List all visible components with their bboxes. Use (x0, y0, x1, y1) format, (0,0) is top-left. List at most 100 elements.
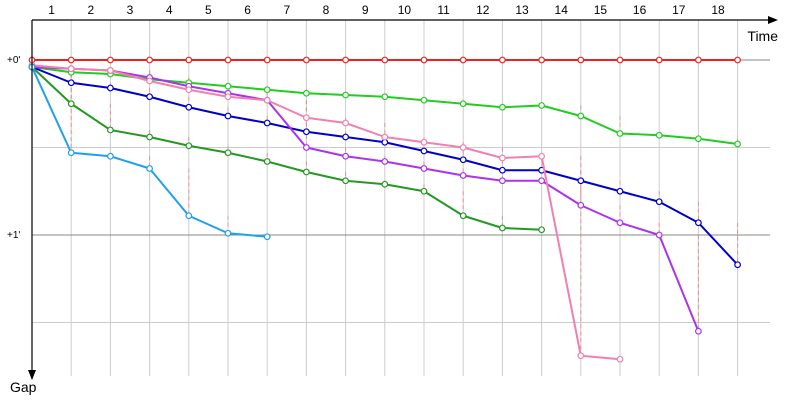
series-point (459, 212, 467, 220)
x-tick-label: 14 (555, 3, 569, 17)
series-line (31, 66, 700, 332)
series-point (459, 56, 467, 64)
series-point (459, 172, 467, 179)
series-point (106, 152, 114, 160)
y-tick-label: +1' (7, 230, 20, 241)
y-tick-label: +0' (7, 55, 20, 66)
series-point (106, 84, 114, 92)
series-point (185, 103, 193, 111)
series-point (577, 112, 585, 120)
series-point (263, 158, 271, 165)
series-point (342, 177, 350, 185)
series-lines (28, 56, 741, 363)
series-point (695, 219, 702, 227)
series-point (342, 91, 350, 99)
series-point (734, 261, 741, 269)
series-point (185, 56, 193, 64)
x-tick-label: 7 (283, 3, 290, 17)
series-point (420, 96, 428, 104)
series-point (342, 56, 350, 64)
series-point (459, 144, 467, 151)
series-point (67, 56, 75, 64)
series-point (459, 156, 467, 164)
series-point (303, 128, 310, 136)
series-point (695, 327, 702, 335)
series-point (263, 233, 271, 241)
x-tick-label: 13 (515, 3, 529, 17)
x-tick-label: 18 (711, 3, 725, 17)
x-tick-label: 15 (594, 3, 608, 17)
series-point (381, 133, 389, 141)
series-point (538, 102, 545, 109)
series-point (263, 56, 271, 64)
series-point (224, 229, 232, 237)
series-line (31, 66, 542, 231)
series-point (146, 77, 154, 85)
y-axis-label: Gap (10, 379, 37, 395)
series-point (655, 131, 663, 139)
series-point (67, 79, 75, 87)
series-point (67, 100, 75, 108)
x-tick-label: 9 (362, 3, 369, 17)
series-point (106, 56, 114, 64)
series-point (734, 140, 741, 148)
series-point (224, 56, 232, 64)
series-point (655, 198, 663, 206)
series-point (734, 56, 741, 64)
series-point (459, 100, 467, 108)
series-point (499, 103, 506, 111)
series-point (381, 93, 389, 101)
x-axis-label: Time (747, 28, 778, 44)
series-point (499, 177, 506, 185)
series-point (263, 119, 271, 127)
tick-labels: 1 2 3 4 5 6 7 8 9 10 11 12 13 14 15 16 17 18+0'+1' (7, 3, 725, 241)
series-point (616, 56, 624, 64)
series-point (146, 93, 154, 101)
x-tick-label: 3 (127, 3, 134, 17)
series-point (616, 355, 624, 363)
x-tick-label: 4 (166, 3, 173, 17)
x-tick-label: 12 (476, 3, 490, 17)
x-tick-label: 1 (48, 3, 55, 17)
series-point (420, 147, 428, 155)
series-point (67, 149, 75, 157)
series-point (224, 82, 232, 90)
series-point (303, 56, 310, 64)
axes: Time Gap (10, 16, 778, 395)
series-point (616, 130, 624, 137)
series-point (655, 56, 663, 64)
series-point (420, 138, 428, 146)
series-point (263, 86, 271, 94)
series-point (420, 56, 428, 64)
series-point (342, 152, 350, 160)
x-tick-label: 11 (437, 3, 450, 17)
series-point (577, 177, 585, 185)
x-tick-label: 5 (205, 3, 212, 17)
y-axis-arrow (28, 370, 36, 380)
x-tick-label: 2 (87, 3, 94, 17)
series-point (499, 224, 506, 232)
series-point (303, 168, 310, 176)
series-point (303, 144, 310, 151)
series-point (185, 212, 193, 220)
series-point (224, 112, 232, 120)
series-point (106, 67, 114, 74)
series-point (263, 96, 271, 104)
series-point (616, 187, 624, 195)
x-axis-arrow (768, 16, 778, 24)
series-point (303, 114, 310, 122)
series-point (224, 93, 232, 101)
series-point (303, 89, 310, 97)
x-tick-label: 6 (244, 3, 251, 17)
series-point (538, 56, 545, 64)
series-point (538, 226, 545, 234)
series-point (146, 165, 154, 172)
x-tick-label: 17 (672, 3, 686, 17)
series-point (577, 352, 585, 360)
series-point (381, 56, 389, 64)
series-point (381, 158, 389, 165)
x-tick-label: 8 (323, 3, 330, 17)
series-point (106, 126, 114, 134)
x-tick-label: 10 (398, 3, 412, 17)
